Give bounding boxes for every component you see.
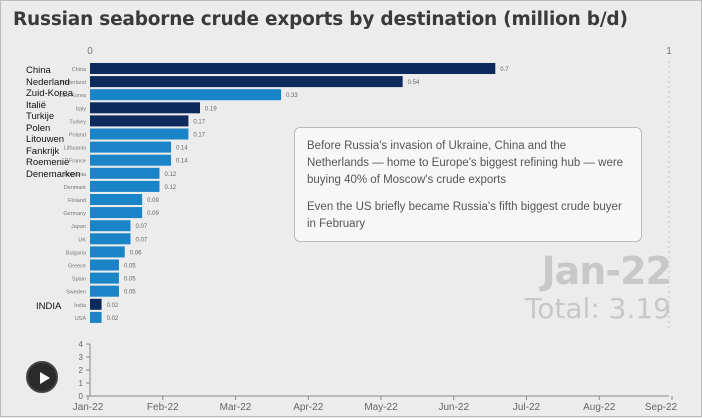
bar-category-label: Zuid-Korea [59, 93, 87, 99]
annotation-paragraph-1: Before Russia's invasion of Ukraine, Chi… [307, 140, 624, 186]
bar-value-label: 0.14 [176, 159, 188, 165]
time-chart-x-tick-label: Mar-22 [220, 402, 252, 413]
total-label: Total: 3.19 [524, 292, 671, 325]
bar [90, 311, 102, 323]
bar-value-label: 0.19 [205, 106, 217, 112]
annotation-paragraph-2: Even the US briefly became Russia's fift… [307, 201, 622, 230]
bar-category-label: Finland [68, 198, 86, 204]
time-chart-x-tick-label: Jul-22 [513, 402, 541, 413]
time-chart-y-tick-label: 3 [79, 353, 84, 362]
bar-value-label: 0.33 [286, 93, 298, 99]
bar [90, 233, 131, 245]
bar-value-label: 0.12 [164, 172, 176, 178]
overlay-label: Nederland [26, 76, 70, 88]
time-chart-x-tick-label: Aug-22 [583, 402, 616, 413]
bar-category-label: China [72, 67, 87, 73]
time-chart-y-tick-label: 1 [79, 379, 84, 388]
bar-category-label: USA [75, 316, 87, 322]
bar [90, 220, 131, 232]
bar-category-label: Denmark [64, 185, 87, 191]
bar-category-label: Japan [71, 224, 86, 230]
bar-axis-tick-label: 1 [666, 46, 672, 57]
overlay-label: Italië [26, 99, 47, 111]
bar-value-label: 0.14 [176, 146, 188, 152]
bar [90, 272, 119, 284]
bar-value-label: 0.07 [136, 237, 148, 243]
bar-category-label: Poland [69, 133, 86, 139]
bar [90, 141, 172, 153]
overlay-label: Roemenië [26, 157, 70, 168]
bar [90, 167, 160, 179]
bar [90, 63, 496, 74]
time-chart-x-tick-label: Feb-22 [147, 402, 179, 413]
overlay-label-india: INDIA [36, 301, 62, 312]
time-chart-x-tick-label: May-22 [364, 402, 398, 413]
time-chart-x-tick-label: Jan-22 [73, 402, 104, 413]
bar [90, 128, 189, 140]
bar [90, 154, 172, 166]
overlay-label: Polen [26, 122, 51, 134]
bar-value-label: 0.06 [130, 250, 142, 256]
bar-value-label: 0.05 [124, 264, 136, 270]
bar-value-label: 0.05 [124, 290, 136, 296]
bar [90, 259, 119, 271]
bar [90, 102, 201, 114]
bar-category-label: Greece [68, 264, 86, 270]
chart-title: Russian seaborne crude exports by destin… [13, 9, 628, 30]
bar-value-label: 0.17 [193, 133, 205, 139]
bar-value-label: 0.09 [147, 211, 159, 217]
bar [90, 115, 189, 127]
bar [90, 246, 125, 258]
bar [90, 194, 143, 205]
bar-category-label: Spain [72, 277, 86, 283]
bar [90, 89, 282, 101]
time-chart-x-tick-label: Jun-22 [438, 402, 469, 413]
bar-category-label: Sweden [66, 290, 86, 296]
time-chart-x-tick-label: Sep-22 [645, 402, 678, 413]
overlay-label: Litouwen [26, 134, 65, 145]
annotation-box: Before Russia's invasion of Ukraine, Chi… [294, 127, 642, 242]
bar-value-label: 0.17 [193, 119, 205, 125]
bar-value-label: 0.7 [500, 67, 509, 73]
bar [90, 298, 102, 310]
bar-value-label: 0.07 [136, 224, 148, 230]
overlay-label: Denemarken [26, 168, 81, 180]
time-chart-y-tick-label: 0 [79, 392, 84, 401]
bar-value-label: 0.05 [124, 277, 136, 283]
bar-axis-tick-label: 0 [87, 46, 93, 57]
bar-category-label: Lithuania [64, 146, 87, 152]
bar-value-label: 0.02 [107, 303, 119, 309]
bar-category-label: France [69, 159, 86, 165]
bar-category-label: Germany [63, 211, 86, 217]
overlay-label: Fankrijk [26, 145, 60, 157]
overlay-label: China [26, 65, 51, 76]
bar-category-label: Romania [64, 172, 87, 178]
overlay-label: Turkije [26, 111, 55, 122]
current-date-label: Jan-22 [541, 249, 672, 293]
bar-value-label: 0.02 [107, 316, 119, 322]
bar [90, 285, 119, 297]
bar-category-label: Italy [76, 106, 86, 112]
time-chart-x-tick-label: Apr-22 [293, 402, 323, 413]
bar [90, 207, 143, 219]
play-icon[interactable] [26, 361, 58, 393]
bar-category-label: UK [78, 237, 86, 243]
time-chart-y-tick-label: 4 [79, 340, 84, 349]
time-chart-y-tick-label: 2 [79, 366, 84, 375]
bar-category-label: Bulgaria [66, 250, 87, 256]
bar [90, 180, 160, 192]
bar-category-label: India [74, 303, 87, 309]
bar-category-label: Turkey [69, 119, 86, 125]
bar-value-label: 0.12 [164, 185, 176, 191]
bar-value-label: 0.09 [147, 198, 159, 204]
bar-category-label: Nederland [61, 80, 86, 86]
bar [90, 76, 403, 88]
overlay-label-list: China Nederland Zuid-Korea Italië Turkij… [26, 65, 80, 180]
overlay-label: Zuid-Korea [26, 88, 73, 99]
bar-value-label: 0.54 [408, 80, 420, 86]
